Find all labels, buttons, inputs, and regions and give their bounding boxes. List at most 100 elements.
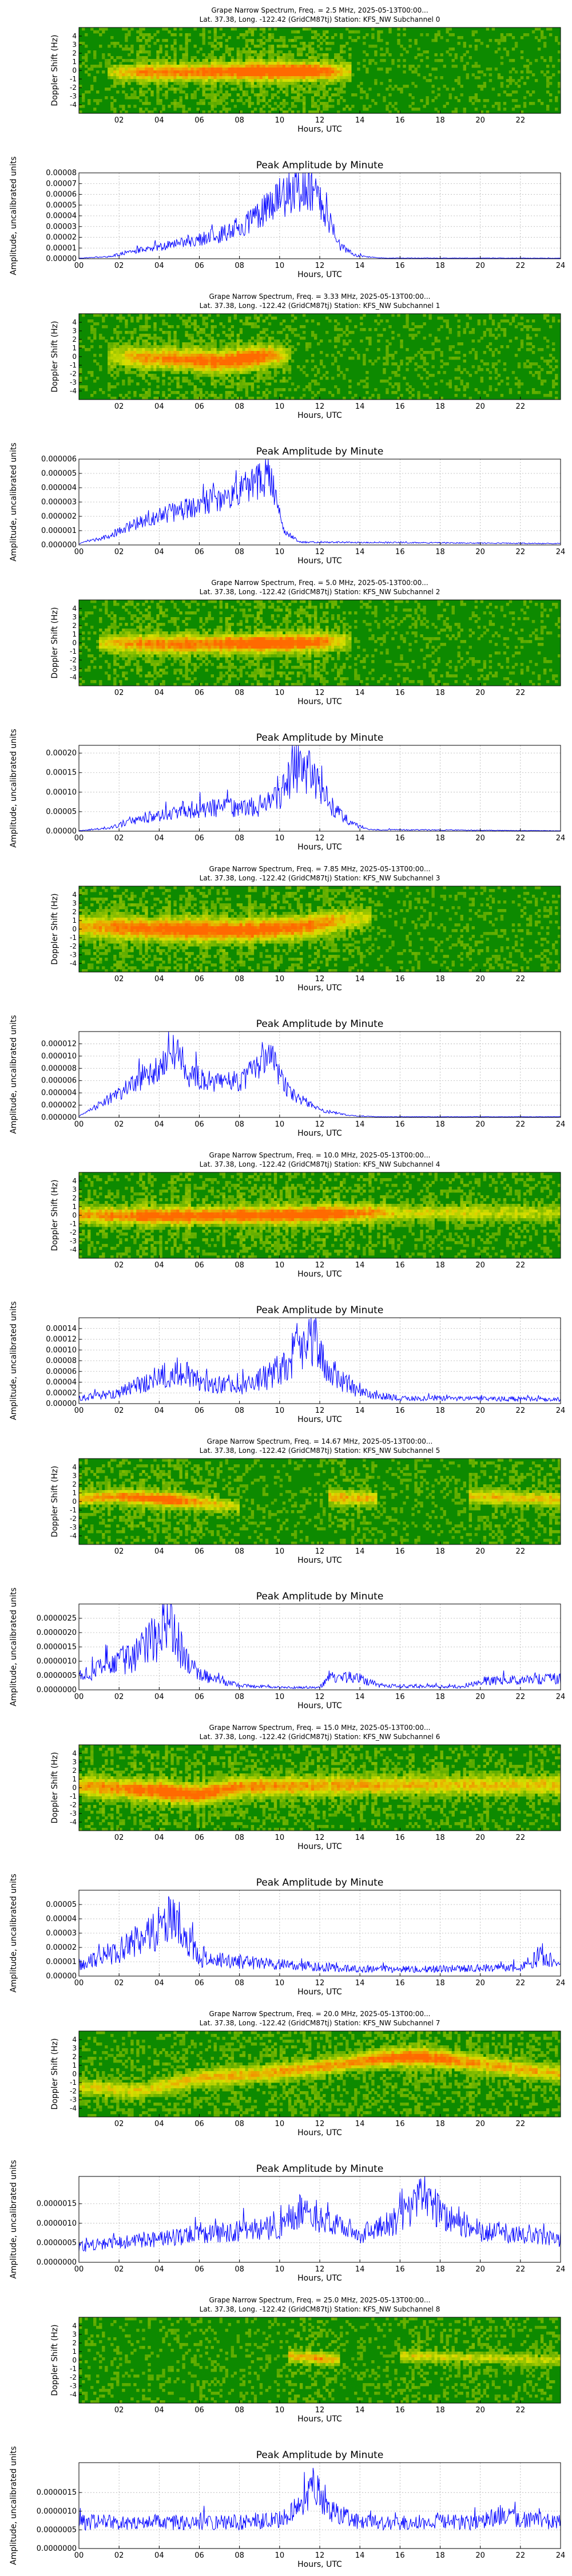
spectrogram-cell: [116, 70, 120, 74]
spectrogram-cell: [397, 39, 400, 42]
spectrogram-cell: [213, 354, 217, 357]
spectrogram-cell: [262, 331, 266, 334]
spectrogram-cell: [305, 348, 309, 351]
spectrogram-cell: [188, 317, 191, 320]
spectrogram-cell: [325, 317, 329, 320]
spectrogram-cell: [313, 33, 317, 37]
spectrogram-cell: [165, 331, 168, 334]
y-axis-label: Amplitude, uncalibrated units: [9, 156, 18, 275]
spectrogram-cell: [454, 368, 458, 372]
spectrogram-cell: [196, 637, 200, 641]
spectrogram-cell: [133, 663, 137, 666]
spectrogram-cell: [113, 657, 117, 661]
spectrogram-cell: [116, 626, 120, 629]
spectrogram-cell: [245, 359, 249, 363]
spectrogram-cell: [145, 50, 148, 54]
spectrogram-cell: [371, 27, 375, 31]
spectrogram-cell: [99, 65, 102, 68]
spectrogram-cell: [388, 30, 392, 34]
spectrogram-cell: [268, 110, 272, 114]
spectrogram-cell: [159, 611, 162, 615]
spectrogram-cell: [276, 339, 280, 343]
spectrogram-cell: [394, 391, 398, 394]
spectrogram-cell: [222, 643, 226, 646]
spectrogram-cell: [105, 62, 108, 65]
spectrogram-cell: [374, 45, 378, 48]
spectrogram-cell: [285, 357, 289, 360]
spectrogram-cell: [108, 651, 111, 655]
spectrogram-cell: [159, 354, 162, 357]
spectrogram-cell: [119, 637, 122, 641]
spectrogram-cell: [173, 357, 177, 360]
spectrogram-cell: [299, 53, 303, 57]
spectrogram-cell: [139, 48, 142, 51]
spectrogram-cell: [343, 59, 346, 62]
spectrogram-cell: [296, 110, 300, 114]
spectrogram-cell: [110, 646, 114, 649]
spectrogram-cell: [122, 362, 125, 366]
spectrogram-cell: [420, 348, 423, 351]
spectrogram-cell: [256, 640, 260, 643]
spectrogram-cell: [139, 365, 142, 369]
spectrogram-cell: [210, 42, 214, 45]
spectrum-title-line-2: Lat. 37.38, Long. -122.42 (GridCM87tj) S…: [200, 588, 440, 596]
spectrogram-cell: [156, 649, 160, 652]
spectrogram-cell: [136, 357, 140, 360]
spectrogram-cell: [188, 351, 191, 354]
spectrogram-cell: [282, 82, 286, 85]
spectrogram-cell: [279, 362, 283, 366]
spectrogram-cell: [242, 646, 246, 649]
spectrogram-cell: [506, 85, 510, 88]
spectrogram-cell: [529, 342, 533, 346]
spectrogram-cell: [313, 70, 317, 74]
spectrogram-cell: [236, 359, 240, 363]
spectrogram-cell: [199, 65, 202, 68]
spectrogram-cell: [222, 640, 226, 643]
spectrogram-cell: [288, 351, 292, 354]
spectrogram-cell: [216, 348, 220, 351]
spectrogram-cell: [491, 365, 495, 369]
spectrogram-cell: [377, 339, 380, 343]
spectrogram-cell: [130, 351, 134, 354]
spectrogram-cell: [179, 102, 182, 105]
spectrogram-cell: [113, 73, 117, 77]
spectrogram-cell: [308, 85, 312, 88]
spectrogram-cell: [259, 53, 263, 57]
spectrogram-cell: [110, 36, 114, 39]
spectrogram-cell: [193, 365, 197, 369]
spectrogram-cell: [239, 660, 243, 663]
spectrogram-cell: [296, 65, 300, 68]
spectrogram-cell: [231, 382, 235, 386]
spectrogram-cell: [108, 70, 111, 74]
spectrogram-cell: [125, 660, 128, 663]
spectrogram-cell: [199, 374, 202, 377]
spectrogram-cell: [251, 354, 255, 357]
spectrogram-cell: [173, 68, 177, 71]
spectrogram-cell: [305, 45, 309, 48]
spectrogram-cell: [285, 623, 289, 626]
spectrogram-cell: [477, 76, 481, 80]
spectrogram-cell: [145, 96, 148, 100]
spectrogram-cell: [225, 102, 229, 105]
spectrogram-cell: [259, 351, 263, 354]
spectrogram-cell: [239, 59, 243, 62]
spectrogram-cell: [259, 82, 263, 85]
spectrogram-cell: [305, 374, 309, 377]
spectrogram-cell: [222, 377, 226, 380]
spectrogram-cell: [113, 45, 117, 48]
spectrogram-cell: [122, 606, 125, 609]
spectrogram-cell: [288, 39, 292, 42]
spectrogram-cell: [251, 385, 255, 389]
spectrogram-cell: [216, 634, 220, 638]
spectrogram-cell: [509, 76, 513, 80]
spectrogram-cell: [185, 325, 188, 329]
spectrogram-cell: [168, 651, 171, 655]
spectrogram-cell: [276, 342, 280, 346]
spectrogram-cell: [291, 73, 295, 77]
spectrogram-cell: [288, 82, 292, 85]
spectrogram-cell: [546, 108, 550, 111]
spectrogram-cell: [148, 102, 151, 105]
spectrogram-cell: [233, 609, 237, 612]
spectrogram-cell: [165, 345, 168, 349]
spectrogram-cell: [213, 368, 217, 372]
